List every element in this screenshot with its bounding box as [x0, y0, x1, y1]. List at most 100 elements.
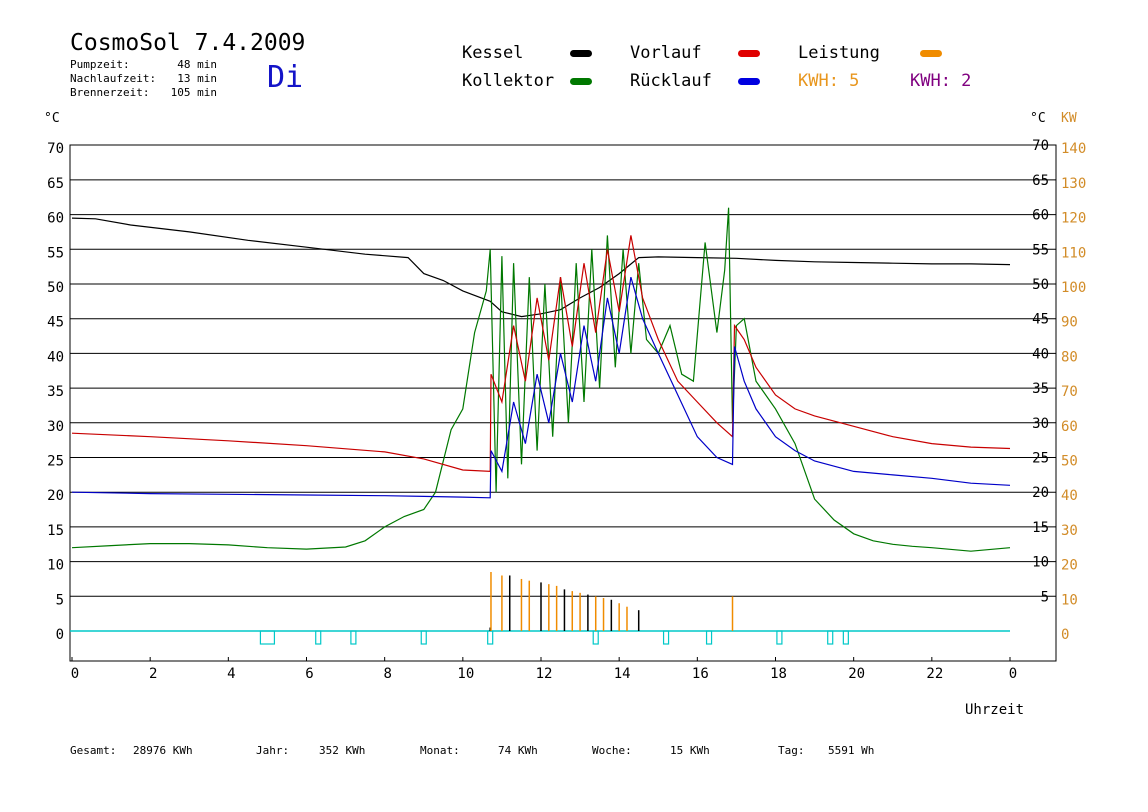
y-right-tick-label: 55 — [1032, 242, 1049, 258]
kwh-orange-label: KWH: 5 — [798, 71, 860, 91]
y-tick-label: 55 — [47, 245, 64, 261]
kw-tick-label: 70 — [1061, 384, 1078, 400]
legend-ruecklauf-label: Rücklauf — [630, 71, 712, 91]
y-right-tick-label: 65 — [1032, 173, 1049, 189]
kwh-purple-label: KWH: 2 — [910, 71, 972, 91]
x-tick-label: 8 — [383, 666, 391, 682]
legend-vorlauf-label: Vorlauf — [630, 43, 702, 63]
kw-tick-label: 80 — [1061, 349, 1078, 365]
tag-value: 5591 Wh — [828, 744, 875, 757]
kw-tick-label: 0 — [1061, 627, 1069, 643]
right-axis-unit-kw: KW — [1061, 111, 1077, 126]
y-right-tick-label: 10 — [1032, 555, 1049, 571]
kw-tick-label: 20 — [1061, 558, 1078, 574]
pumpzeit-value: 48 min — [177, 58, 217, 71]
pumpzeit-label: Pumpzeit: — [70, 58, 130, 71]
pump-marker — [705, 630, 713, 645]
brennerzeit-value: 105 min — [170, 86, 217, 99]
pump-marker — [662, 630, 670, 645]
y-tick-label: 5 — [56, 592, 64, 608]
legend-leistung-swatch — [920, 50, 942, 57]
chart-title: CosmoSol 7.4.2009 — [70, 30, 306, 56]
x-tick-label: 16 — [692, 666, 709, 682]
x-tick-label: 4 — [227, 666, 235, 682]
y-tick-label: 60 — [47, 211, 64, 227]
legend-kollektor-swatch — [570, 78, 592, 85]
legend-vorlauf-swatch — [738, 50, 760, 57]
x-tick-label: 18 — [770, 666, 787, 682]
pump-marker — [259, 630, 276, 645]
legend-kollektor-label: Kollektor — [462, 71, 555, 91]
x-tick-label: 2 — [149, 666, 157, 682]
woche-label: Woche: — [592, 744, 632, 757]
tag-label: Tag: — [778, 744, 805, 757]
woche-value: 15 KWh — [670, 744, 710, 757]
kw-tick-label: 140 — [1061, 141, 1086, 157]
pump-marker — [350, 630, 357, 645]
jahr-label: Jahr: — [256, 744, 290, 757]
kw-tick-label: 60 — [1061, 419, 1078, 435]
y-right-tick-label: 35 — [1032, 381, 1049, 397]
right-axis-unit-c: °C — [1030, 111, 1046, 126]
y-tick-label: 35 — [47, 384, 64, 400]
y-right-tick-label: 50 — [1032, 277, 1049, 293]
kw-tick-label: 40 — [1061, 488, 1078, 504]
pump-marker — [487, 630, 494, 645]
legend-kessel-swatch — [570, 50, 592, 57]
y-right-tick-label: 25 — [1032, 451, 1049, 467]
x-tick-label: 12 — [536, 666, 553, 682]
x-tick-label: 20 — [848, 666, 865, 682]
series-line-kessel — [71, 217, 1011, 318]
x-tick-label: 6 — [305, 666, 313, 682]
left-axis-unit: °C — [44, 111, 60, 126]
gesamt-value: 28976 KWh — [133, 744, 193, 757]
pump-marker — [776, 630, 783, 645]
y-right-tick-label: 20 — [1032, 485, 1049, 501]
pump-marker — [315, 630, 322, 645]
x-axis-title: Uhrzeit — [965, 702, 1025, 718]
x-tick-label: 22 — [926, 666, 943, 682]
y-tick-label: 50 — [47, 280, 64, 296]
y-right-tick-label: 5 — [1041, 589, 1049, 605]
monat-label: Monat: — [420, 744, 460, 757]
gesamt-label: Gesamt: — [70, 744, 117, 757]
pump-marker — [842, 630, 849, 645]
y-tick-label: 40 — [47, 349, 64, 365]
y-tick-label: 65 — [47, 176, 64, 192]
series-line-vorlauf — [71, 235, 1011, 473]
kw-tick-label: 100 — [1061, 280, 1086, 296]
kw-tick-label: 120 — [1061, 211, 1086, 227]
y-tick-label: 30 — [47, 419, 64, 435]
y-tick-label: 20 — [47, 488, 64, 504]
kw-tick-label: 50 — [1061, 454, 1078, 470]
y-right-tick-label: 40 — [1032, 346, 1049, 362]
legend-kessel-label: Kessel — [462, 43, 524, 63]
x-tick-label: 14 — [614, 666, 631, 682]
y-tick-label: 25 — [47, 454, 64, 470]
y-right-tick-label: 15 — [1032, 520, 1049, 536]
kw-tick-label: 130 — [1061, 176, 1086, 192]
weekday-label: Di — [267, 60, 304, 95]
x-tick-label: 10 — [457, 666, 474, 682]
plot-frame — [69, 144, 1057, 662]
x-tick-label: 0 — [1009, 666, 1017, 682]
x-tick-label: 0 — [71, 666, 79, 682]
y-right-tick-label: 60 — [1032, 208, 1049, 224]
kw-tick-label: 10 — [1061, 592, 1078, 608]
y-tick-label: 10 — [47, 558, 64, 574]
brennerzeit-label: Brennerzeit: — [70, 86, 150, 99]
y-right-tick-label: 70 — [1032, 138, 1049, 154]
series-line-ruecklauf — [71, 276, 1011, 499]
y-tick-label: 70 — [47, 141, 64, 157]
y-right-tick-label: 30 — [1032, 416, 1049, 432]
nachlaufzeit-value: 13 min — [177, 72, 217, 85]
y-tick-label: 0 — [56, 627, 64, 643]
pump-marker — [592, 630, 599, 645]
kw-tick-label: 30 — [1061, 523, 1078, 539]
series-line-kollektor — [71, 207, 1011, 552]
pump-marker — [420, 630, 427, 645]
pump-marker — [827, 630, 834, 645]
legend-ruecklauf-swatch — [738, 78, 760, 85]
legend-leistung-label: Leistung — [798, 43, 880, 63]
